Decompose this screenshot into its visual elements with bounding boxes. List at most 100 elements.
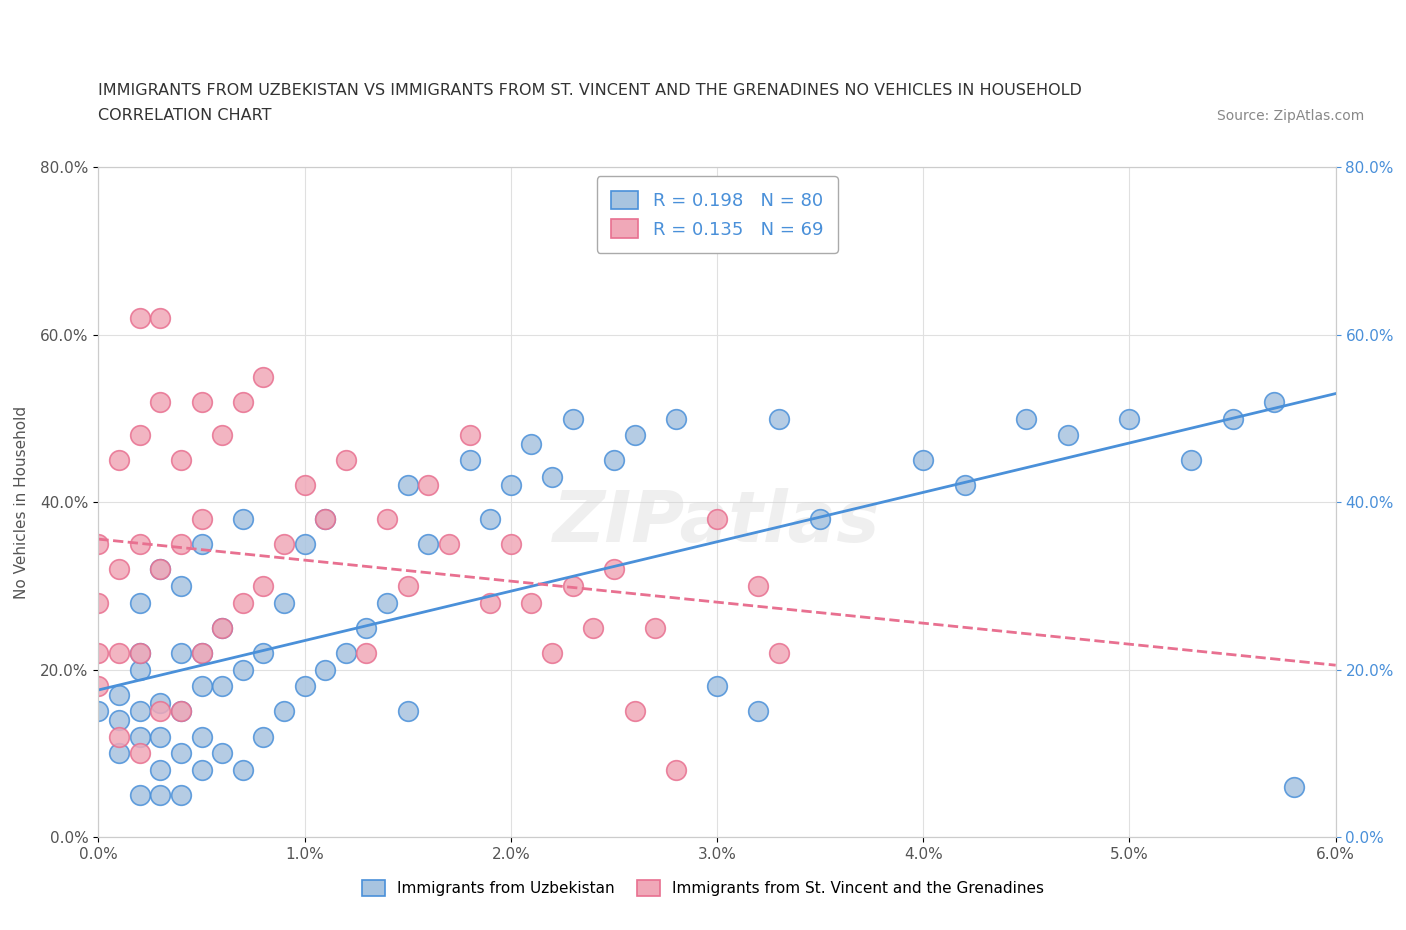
Point <box>108 645 131 660</box>
Point <box>418 537 440 551</box>
Point <box>190 394 212 409</box>
Point <box>499 478 522 493</box>
Point <box>128 746 150 761</box>
Point <box>170 578 193 593</box>
Point <box>128 595 150 610</box>
Point <box>128 662 150 677</box>
Point <box>108 687 131 702</box>
Point <box>211 679 233 694</box>
Legend: R = 0.198   N = 80, R = 0.135   N = 69: R = 0.198 N = 80, R = 0.135 N = 69 <box>596 177 838 253</box>
Point <box>149 562 172 577</box>
Point <box>335 453 357 468</box>
Point <box>768 645 790 660</box>
Point <box>108 746 131 761</box>
Point <box>87 595 110 610</box>
Point <box>190 512 212 526</box>
Point <box>294 679 316 694</box>
Point <box>232 394 254 409</box>
Text: CORRELATION CHART: CORRELATION CHART <box>98 108 271 123</box>
Text: ZIPatlas: ZIPatlas <box>554 488 880 557</box>
Point <box>396 478 419 493</box>
Point <box>1222 411 1244 426</box>
Point <box>706 679 728 694</box>
Point <box>232 512 254 526</box>
Point <box>232 595 254 610</box>
Point <box>437 537 460 551</box>
Point <box>149 562 172 577</box>
Point <box>252 729 274 744</box>
Point <box>149 311 172 325</box>
Point <box>149 729 172 744</box>
Point <box>190 763 212 777</box>
Point <box>108 712 131 727</box>
Point <box>603 562 626 577</box>
Point <box>479 595 502 610</box>
Point <box>273 704 295 719</box>
Point <box>375 595 398 610</box>
Point <box>396 704 419 719</box>
Point <box>87 645 110 660</box>
Point <box>582 620 605 635</box>
Point <box>541 470 564 485</box>
Point <box>1284 779 1306 794</box>
Point <box>190 537 212 551</box>
Point <box>128 428 150 443</box>
Point <box>170 537 193 551</box>
Point <box>665 763 688 777</box>
Point <box>190 679 212 694</box>
Point <box>1118 411 1140 426</box>
Point <box>170 704 193 719</box>
Point <box>561 578 583 593</box>
Point <box>335 645 357 660</box>
Point <box>108 562 131 577</box>
Point <box>499 537 522 551</box>
Point <box>252 645 274 660</box>
Point <box>314 662 336 677</box>
Point <box>128 788 150 803</box>
Point <box>458 428 481 443</box>
Point <box>87 537 110 551</box>
Point <box>520 595 543 610</box>
Point <box>747 704 769 719</box>
Point <box>211 620 233 635</box>
Point <box>314 512 336 526</box>
Point <box>170 746 193 761</box>
Point <box>108 729 131 744</box>
Point <box>252 578 274 593</box>
Legend: Immigrants from Uzbekistan, Immigrants from St. Vincent and the Grenadines: Immigrants from Uzbekistan, Immigrants f… <box>354 872 1052 904</box>
Point <box>623 704 645 719</box>
Point <box>128 645 150 660</box>
Point <box>1263 394 1285 409</box>
Point <box>561 411 583 426</box>
Point <box>912 453 935 468</box>
Point <box>768 411 790 426</box>
Text: Source: ZipAtlas.com: Source: ZipAtlas.com <box>1216 109 1364 123</box>
Point <box>603 453 626 468</box>
Point <box>396 578 419 593</box>
Point <box>128 704 150 719</box>
Point <box>190 645 212 660</box>
Point <box>294 478 316 493</box>
Point <box>211 620 233 635</box>
Point <box>665 411 688 426</box>
Point <box>170 645 193 660</box>
Point <box>128 311 150 325</box>
Point <box>953 478 976 493</box>
Point <box>1056 428 1078 443</box>
Point <box>128 729 150 744</box>
Point <box>232 763 254 777</box>
Point <box>706 512 728 526</box>
Point <box>356 620 378 635</box>
Point <box>149 394 172 409</box>
Point <box>149 696 172 711</box>
Point <box>190 729 212 744</box>
Point <box>747 578 769 593</box>
Point <box>808 512 831 526</box>
Point <box>541 645 564 660</box>
Point <box>375 512 398 526</box>
Point <box>458 453 481 468</box>
Point <box>211 428 233 443</box>
Point <box>623 428 645 443</box>
Point <box>294 537 316 551</box>
Point <box>190 645 212 660</box>
